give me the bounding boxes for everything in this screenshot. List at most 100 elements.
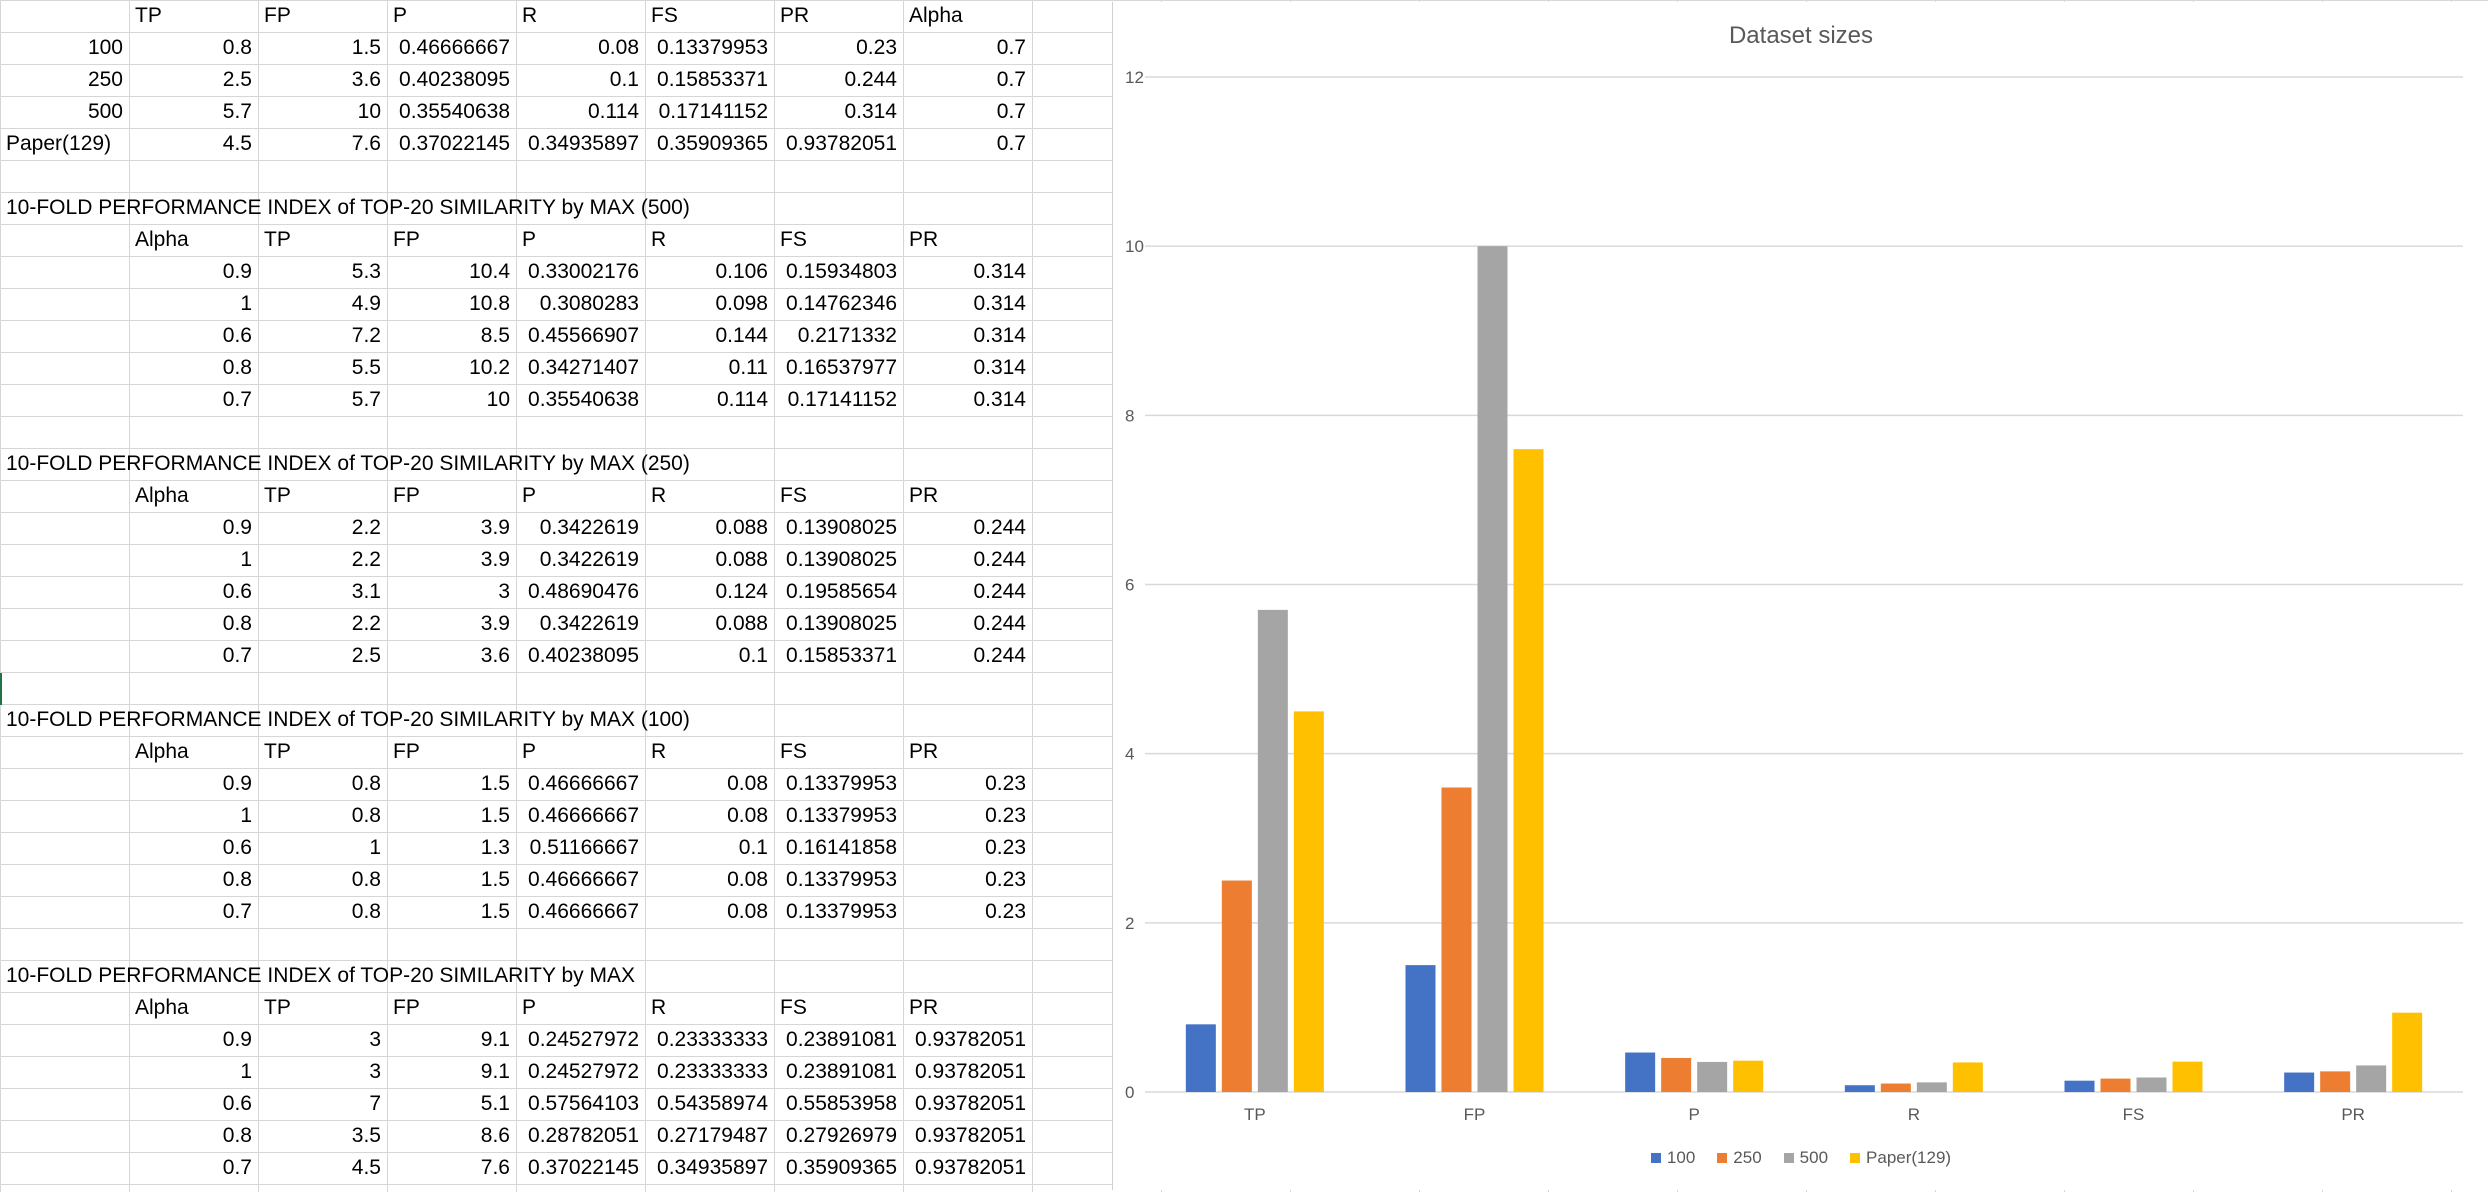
table-cell[interactable]: 1.5 xyxy=(351,36,381,59)
table-cell[interactable]: 0.46666667 xyxy=(528,900,639,923)
table-cell[interactable]: 7.2 xyxy=(351,324,381,347)
table-cell[interactable]: 0.34935897 xyxy=(657,1156,768,1179)
table-cell[interactable]: 0.55853958 xyxy=(786,1092,897,1115)
column-header-cell[interactable]: FP xyxy=(393,484,420,507)
table-cell[interactable]: 0.9 xyxy=(222,260,252,283)
table-cell[interactable]: 0.23891081 xyxy=(786,1060,897,1083)
table-cell[interactable]: 0.7 xyxy=(996,100,1026,123)
column-header-cell[interactable]: R xyxy=(651,996,667,1019)
table-cell[interactable]: 0.23 xyxy=(985,772,1026,795)
table-cell[interactable]: 7.6 xyxy=(351,132,381,155)
table-cell[interactable]: 2.2 xyxy=(351,612,381,635)
table-cell[interactable]: 1 xyxy=(240,292,252,315)
table-cell[interactable]: 3 xyxy=(369,1060,381,1083)
column-header-cell[interactable]: FS xyxy=(780,740,807,763)
table-cell[interactable]: 5.1 xyxy=(480,1092,510,1115)
table-cell[interactable]: 0.93782051 xyxy=(915,1028,1026,1051)
column-header-cell[interactable]: R xyxy=(651,228,667,251)
table-cell[interactable]: 3 xyxy=(498,580,510,603)
table-cell[interactable]: 0.6 xyxy=(222,324,252,347)
table-cell[interactable]: 1 xyxy=(240,1060,252,1083)
table-cell[interactable]: 0.3422619 xyxy=(539,548,639,571)
table-cell[interactable]: 5.3 xyxy=(351,260,381,283)
table-cell[interactable]: 10.2 xyxy=(469,356,510,379)
table-cell[interactable]: 0.314 xyxy=(973,260,1026,283)
table-cell[interactable]: 0.23333333 xyxy=(657,1028,768,1051)
column-header-cell[interactable]: FP xyxy=(393,740,420,763)
table-cell[interactable]: 0.24527972 xyxy=(528,1028,639,1051)
table-cell[interactable]: 0.28782051 xyxy=(528,1124,639,1147)
table-cell[interactable]: 4.5 xyxy=(351,1156,381,1179)
table-cell[interactable]: 0.23333333 xyxy=(657,1060,768,1083)
table-cell[interactable]: 2.5 xyxy=(222,68,252,91)
table-cell[interactable]: 0.14762346 xyxy=(786,292,897,315)
table-cell[interactable]: 0.13379953 xyxy=(786,772,897,795)
table-cell[interactable]: 8.6 xyxy=(480,1124,510,1147)
table-cell[interactable]: 0.9 xyxy=(222,516,252,539)
column-header-cell[interactable]: Alpha xyxy=(135,228,189,251)
table-cell[interactable]: 4.5 xyxy=(222,132,252,155)
table-cell[interactable]: 10.8 xyxy=(469,292,510,315)
table-cell[interactable]: 0.8 xyxy=(351,772,381,795)
column-header-cell[interactable]: PR xyxy=(909,996,939,1019)
table-cell[interactable]: 2.2 xyxy=(351,516,381,539)
table-cell[interactable]: 5.7 xyxy=(351,388,381,411)
table-cell[interactable]: 0.13379953 xyxy=(657,36,768,59)
table-cell[interactable]: 0.23 xyxy=(985,900,1026,923)
table-cell[interactable]: 0.93782051 xyxy=(915,1060,1026,1083)
table-cell[interactable]: 0.93782051 xyxy=(915,1124,1026,1147)
table-cell[interactable]: 2.5 xyxy=(351,644,381,667)
table-cell[interactable]: 0.9 xyxy=(222,772,252,795)
table-cell[interactable]: 1 xyxy=(369,836,381,859)
table-cell[interactable]: 10.4 xyxy=(469,260,510,283)
table-cell[interactable]: 0.144 xyxy=(715,324,768,347)
table-cell[interactable]: 0.088 xyxy=(715,516,768,539)
table-cell[interactable]: 0.8 xyxy=(351,868,381,891)
column-header-cell[interactable]: P xyxy=(393,4,408,27)
table-cell[interactable]: 0.45566907 xyxy=(528,324,639,347)
table-cell[interactable]: 3.9 xyxy=(480,516,510,539)
section-title[interactable]: 10-FOLD PERFORMANCE INDEX of TOP-20 SIMI… xyxy=(6,964,635,987)
table-cell[interactable]: 0.15853371 xyxy=(657,68,768,91)
table-cell[interactable]: 3.6 xyxy=(351,68,381,91)
table-cell[interactable]: 0.3422619 xyxy=(539,612,639,635)
bar-chart[interactable]: Dataset sizes 0 2 4 6 8 10 12 TP FP P R FS PR 100 250… xyxy=(1112,2,2488,1190)
table-cell[interactable]: 0.37022145 xyxy=(528,1156,639,1179)
column-header-cell[interactable]: FP xyxy=(264,4,291,27)
table-cell[interactable]: 3 xyxy=(369,1028,381,1051)
table-cell[interactable]: 0.15853371 xyxy=(786,644,897,667)
table-cell[interactable]: 0.098 xyxy=(715,292,768,315)
table-cell[interactable]: 1.5 xyxy=(480,868,510,891)
column-header-cell[interactable]: Alpha xyxy=(135,996,189,1019)
table-cell[interactable]: 0.8 xyxy=(222,612,252,635)
table-cell[interactable]: 1 xyxy=(240,548,252,571)
column-header-cell[interactable]: FS xyxy=(651,4,678,27)
table-cell[interactable]: 0.24527972 xyxy=(528,1060,639,1083)
table-cell[interactable]: 9.1 xyxy=(480,1028,510,1051)
table-cell[interactable]: 0.314 xyxy=(844,100,897,123)
table-cell[interactable]: 0.106 xyxy=(715,260,768,283)
table-cell[interactable]: 0.6 xyxy=(222,580,252,603)
table-cell[interactable]: 0.088 xyxy=(715,612,768,635)
table-cell[interactable]: 0.8 xyxy=(222,36,252,59)
table-cell[interactable]: 0.244 xyxy=(844,68,897,91)
table-cell[interactable]: 0.93782051 xyxy=(915,1092,1026,1115)
table-cell[interactable]: 250 xyxy=(87,68,123,91)
table-cell[interactable]: 100 xyxy=(87,36,123,59)
table-cell[interactable]: 0.314 xyxy=(973,388,1026,411)
table-cell[interactable]: 0.19585654 xyxy=(786,580,897,603)
column-header-cell[interactable]: FS xyxy=(780,228,807,251)
section-title[interactable]: 10-FOLD PERFORMANCE INDEX of TOP-20 SIMI… xyxy=(6,196,690,219)
section-title[interactable]: 10-FOLD PERFORMANCE INDEX of TOP-20 SIMI… xyxy=(6,452,690,475)
table-cell[interactable]: 0.23 xyxy=(856,36,897,59)
table-cell[interactable]: 0.8 xyxy=(222,1124,252,1147)
table-cell[interactable]: 0.46666667 xyxy=(528,804,639,827)
table-cell[interactable]: 7 xyxy=(369,1092,381,1115)
table-cell[interactable]: 0.3422619 xyxy=(539,516,639,539)
table-cell[interactable]: 0.48690476 xyxy=(528,580,639,603)
table-cell[interactable]: 0.08 xyxy=(727,772,768,795)
table-cell[interactable]: 1.5 xyxy=(480,772,510,795)
table-cell[interactable]: 0.23 xyxy=(985,836,1026,859)
table-cell[interactable]: 0.8 xyxy=(351,900,381,923)
table-cell[interactable]: 0.13908025 xyxy=(786,548,897,571)
